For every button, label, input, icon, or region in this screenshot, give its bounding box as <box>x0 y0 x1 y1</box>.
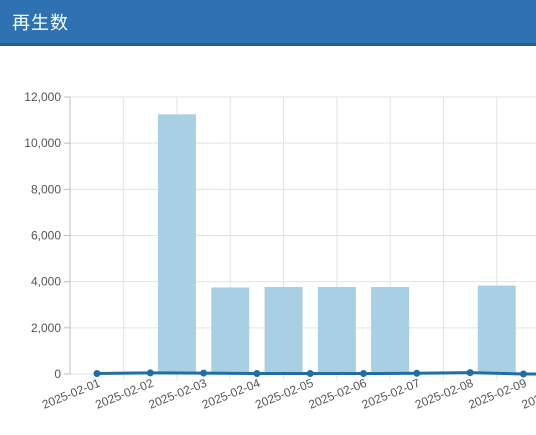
line-point <box>466 369 474 377</box>
line-point <box>253 370 261 378</box>
bar <box>477 285 516 374</box>
line-series <box>96 371 536 376</box>
x-tick-label: 2025-02-06 <box>306 376 368 412</box>
y-tick-label: 8,000 <box>31 182 61 196</box>
bar <box>264 286 303 374</box>
bar <box>211 287 250 374</box>
x-tick-label: 2025-02-03 <box>147 376 209 412</box>
bar <box>157 114 196 374</box>
line-point <box>413 369 421 377</box>
y-tick-label: 10,000 <box>24 136 61 150</box>
x-tick-label: 2025-02-02 <box>93 376 155 412</box>
x-tick-label: 2025-02-01 <box>40 376 102 412</box>
y-tick-label: 4,000 <box>31 275 61 289</box>
play-count-chart: 0 2,000 4,000 6,000 8,000 10,000 12,000 2025-02… <box>24 90 536 412</box>
header-bar: 再生数 <box>0 0 536 46</box>
x-tick-label: 2025-02-05 <box>253 376 315 412</box>
x-tick-label: 2025-02-09 <box>466 376 528 412</box>
bar <box>317 286 356 374</box>
y-tick-label: 0 <box>54 367 61 381</box>
bar <box>371 286 410 374</box>
x-tick-label: 2025-02-07 <box>360 376 422 412</box>
page-title: 再生数 <box>12 13 69 33</box>
x-tick-label: 2025-02-04 <box>200 376 262 412</box>
chart-area: 0 2,000 4,000 6,000 8,000 10,000 12,000 2025-02… <box>0 46 536 430</box>
line-point <box>306 370 314 378</box>
line-point <box>360 370 367 378</box>
y-tick-label: 6,000 <box>31 229 61 243</box>
line-point <box>93 370 101 378</box>
line-point <box>519 370 527 378</box>
y-tick-label: 2,000 <box>31 321 61 335</box>
x-tick-label: 2025-02-08 <box>413 376 475 412</box>
y-tick-label: 12,000 <box>24 90 61 104</box>
line-point <box>200 369 208 377</box>
line-point <box>146 369 154 377</box>
